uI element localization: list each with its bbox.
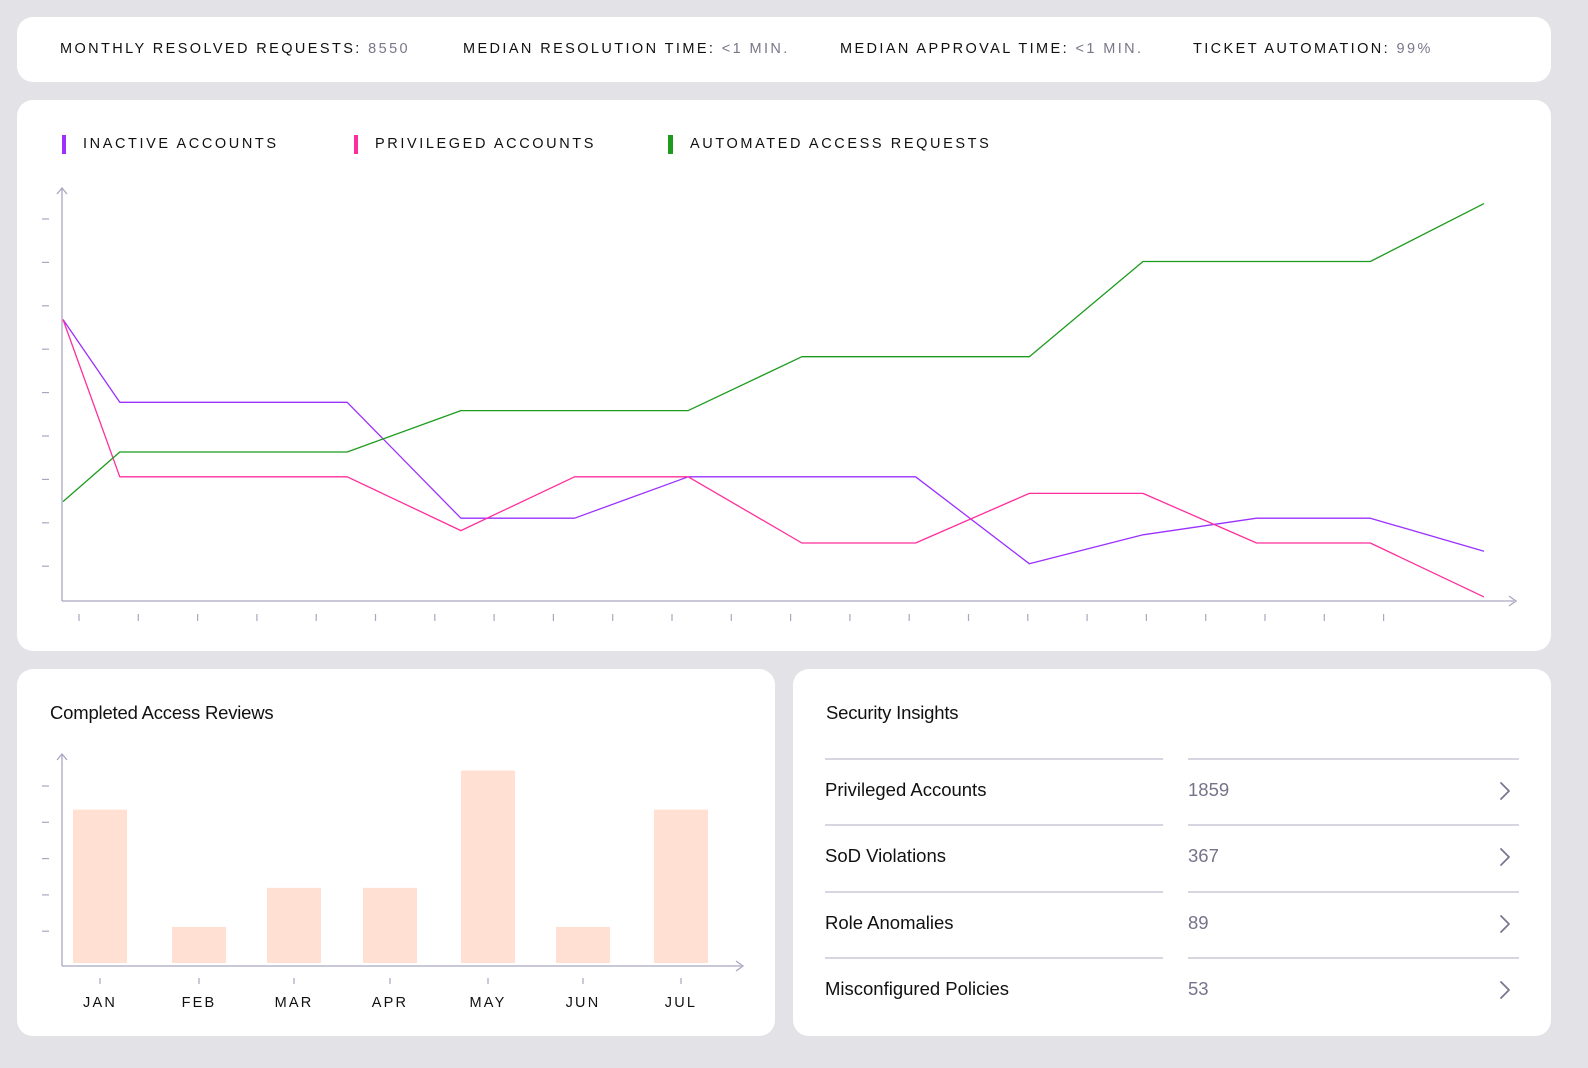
x-axis-arrowhead xyxy=(735,960,745,972)
stat-label: MEDIAN APPROVAL TIME: xyxy=(840,41,1070,57)
stat-value: <1 MIN. xyxy=(1075,41,1144,57)
bar-mar xyxy=(267,887,321,963)
x-tick-label: JAN xyxy=(83,995,117,1011)
bar-may xyxy=(461,770,515,963)
stat-value: 99% xyxy=(1396,41,1433,57)
security-insights-card: Security Insights Privileged Accounts 18… xyxy=(793,669,1551,1036)
insight-row-sod-violations[interactable]: SoD Violations 367 xyxy=(825,824,1519,890)
bar-jan xyxy=(73,809,127,963)
legend-label: INACTIVE ACCOUNTS xyxy=(83,136,279,152)
stat-label: MEDIAN RESOLUTION TIME: xyxy=(463,41,716,57)
legend-item-automated-access-requests: AUTOMATED ACCESS REQUESTS xyxy=(668,134,991,154)
bar-feb xyxy=(172,926,226,963)
divider xyxy=(1188,957,1519,959)
insight-value: 53 xyxy=(1188,978,1209,999)
insight-label: SoD Violations xyxy=(825,845,947,866)
series-line-inactive-accounts xyxy=(62,319,1485,565)
completed-access-reviews-card: Completed Access Reviews JAN FEB MAR APR MAY… xyxy=(17,669,775,1036)
legend-label: PRIVILEGED ACCOUNTS xyxy=(375,136,597,152)
legend-swatch xyxy=(668,134,673,154)
bar-jul xyxy=(654,809,708,963)
insight-value: 367 xyxy=(1188,845,1219,866)
x-tick-label: JUN xyxy=(566,995,601,1011)
accounts-line-chart-card: INACTIVE ACCOUNTS PRIVILEGED ACCOUNTS AU… xyxy=(17,100,1551,651)
bar-jun xyxy=(556,926,610,963)
chevron-right-icon[interactable] xyxy=(1497,979,1513,1001)
stat-value: 8550 xyxy=(368,41,410,57)
metrics-bar: MONTHLY RESOLVED REQUESTS: 8550 MEDIAN R… xyxy=(17,17,1551,82)
x-tick-label: FEB xyxy=(182,995,217,1011)
bar-chart: JAN FEB MAR APR MAY JUN JUL xyxy=(42,752,745,1011)
insight-value: 89 xyxy=(1188,912,1209,933)
chevron-right-icon[interactable] xyxy=(1497,846,1513,868)
y-axis-arrowhead xyxy=(56,752,68,761)
card-title: Completed Access Reviews xyxy=(50,702,274,723)
divider xyxy=(825,891,1163,893)
stat-label: TICKET AUTOMATION: xyxy=(1193,41,1391,57)
insight-row-privileged-accounts[interactable]: Privileged Accounts 1859 xyxy=(825,758,1519,824)
insight-label: Privileged Accounts xyxy=(825,779,987,800)
divider xyxy=(1188,824,1519,826)
x-tick-label: MAR xyxy=(275,995,314,1011)
insight-row-role-anomalies[interactable]: Role Anomalies 89 xyxy=(825,891,1519,957)
x-tick-label: MAY xyxy=(470,995,507,1011)
series-line-privileged-accounts xyxy=(62,319,1485,598)
legend-item-inactive-accounts: INACTIVE ACCOUNTS xyxy=(62,134,279,154)
divider xyxy=(825,824,1163,826)
legend-label: AUTOMATED ACCESS REQUESTS xyxy=(690,136,992,152)
chevron-right-icon[interactable] xyxy=(1497,913,1513,935)
stat-median-resolution-time: MEDIAN RESOLUTION TIME: <1 MIN. xyxy=(463,41,790,57)
y-axis-arrowhead xyxy=(56,186,68,195)
bar-apr xyxy=(363,887,417,963)
legend-swatch xyxy=(354,134,358,154)
x-tick-label: JUL xyxy=(665,995,697,1011)
stat-label: MONTHLY RESOLVED REQUESTS: xyxy=(60,41,362,57)
stat-value: <1 MIN. xyxy=(721,41,790,57)
divider xyxy=(825,957,1163,959)
legend-item-privileged-accounts: PRIVILEGED ACCOUNTS xyxy=(354,134,596,154)
legend-swatch xyxy=(62,134,66,154)
divider xyxy=(825,758,1163,760)
insight-row-misconfigured-policies[interactable]: Misconfigured Policies 53 xyxy=(825,957,1519,1023)
insight-label: Role Anomalies xyxy=(825,912,954,933)
x-axis-arrowhead xyxy=(1508,595,1518,607)
line-chart xyxy=(42,186,1518,621)
stat-median-approval-time: MEDIAN APPROVAL TIME: <1 MIN. xyxy=(840,41,1143,57)
stat-monthly-resolved-requests: MONTHLY RESOLVED REQUESTS: 8550 xyxy=(60,41,410,57)
chevron-right-icon[interactable] xyxy=(1497,780,1513,802)
stat-ticket-automation: TICKET AUTOMATION: 99% xyxy=(1193,41,1433,57)
divider xyxy=(1188,891,1519,893)
insight-label: Misconfigured Policies xyxy=(825,978,1010,999)
divider xyxy=(1188,758,1519,760)
x-tick-label: APR xyxy=(372,995,408,1011)
series-line-automated-access-requests xyxy=(62,203,1485,503)
card-title: Security Insights xyxy=(826,702,959,723)
insight-value: 1859 xyxy=(1188,779,1230,800)
